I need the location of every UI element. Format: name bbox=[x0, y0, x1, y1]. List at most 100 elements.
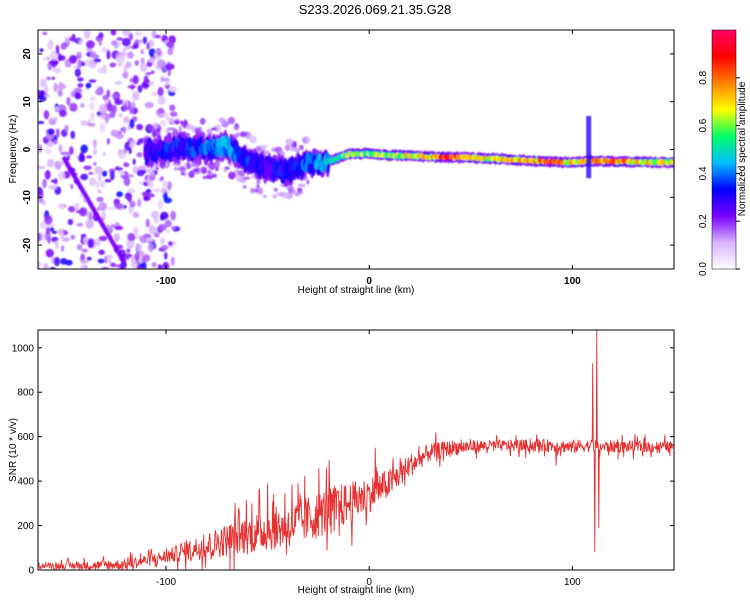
noise-speckle bbox=[165, 78, 170, 87]
colorbar-ticks: 0.0 0.2 0.4 0.6 0.8 bbox=[698, 70, 740, 276]
noise-speckle bbox=[145, 189, 152, 193]
noise-speckle bbox=[164, 219, 172, 228]
noise-speckle bbox=[116, 191, 123, 198]
ridge-scatter bbox=[263, 150, 271, 155]
noise-speckle bbox=[62, 237, 70, 242]
noise-speckle bbox=[40, 78, 48, 82]
noise-speckle bbox=[98, 235, 108, 242]
noise-speckle bbox=[156, 59, 166, 69]
noise-speckle bbox=[44, 84, 49, 94]
noise-speckle bbox=[142, 36, 148, 45]
noise-speckle bbox=[125, 61, 132, 69]
noise-speckle bbox=[141, 261, 147, 269]
ridge-scatter bbox=[210, 127, 218, 131]
noise-speckle bbox=[160, 211, 169, 220]
colorbar: 0.0 0.2 0.4 0.6 0.8 Normalized spectral ampl… bbox=[698, 29, 748, 276]
noise-speckle bbox=[139, 235, 148, 244]
ridge-scatter bbox=[249, 135, 257, 144]
snr-x-label: Height of straight line (km) bbox=[298, 585, 415, 596]
noise-speckle bbox=[77, 59, 82, 70]
noise-speckle bbox=[172, 241, 177, 245]
noise-speckle bbox=[46, 56, 50, 61]
ridge-scatter bbox=[257, 187, 264, 195]
noise-speckle bbox=[90, 51, 97, 59]
noise-speckle bbox=[159, 120, 167, 127]
noise-speckle bbox=[155, 166, 159, 171]
noise-speckle bbox=[87, 238, 94, 249]
y-tick-label: 600 bbox=[17, 432, 34, 443]
spectrogram-x-ticks: -100 0 100 bbox=[156, 30, 581, 287]
noise-speckle bbox=[77, 83, 84, 88]
noise-speckle bbox=[124, 256, 130, 260]
ridge-scatter bbox=[183, 119, 188, 128]
noise-speckle bbox=[94, 166, 104, 175]
noise-speckle bbox=[96, 196, 104, 203]
ridge-scatter bbox=[173, 167, 179, 171]
noise-speckle bbox=[69, 102, 78, 112]
noise-speckle bbox=[153, 188, 161, 193]
noise-speckle bbox=[122, 71, 129, 79]
x-tick-label: 0 bbox=[366, 577, 372, 588]
noise-speckle bbox=[157, 95, 166, 106]
ridge-scatter bbox=[155, 163, 159, 168]
noise-speckle bbox=[129, 200, 136, 208]
noise-speckle bbox=[67, 206, 76, 213]
noise-speckle bbox=[80, 102, 85, 108]
ridge-scatter bbox=[260, 144, 268, 149]
noise-speckle bbox=[85, 219, 94, 229]
noise-speckle bbox=[112, 104, 117, 114]
ridge-band bbox=[143, 129, 674, 188]
noise-speckle bbox=[106, 89, 111, 98]
noise-speckle bbox=[70, 90, 76, 98]
x-tick-label: 100 bbox=[564, 276, 581, 287]
ridge-scatter bbox=[239, 170, 246, 177]
noise-speckle bbox=[119, 266, 125, 269]
noise-speckle bbox=[58, 82, 65, 90]
noise-speckle bbox=[118, 112, 123, 118]
noise-speckle bbox=[146, 42, 150, 50]
y-tick-label: -20 bbox=[22, 237, 33, 252]
colorbar-tick-label: 0.0 bbox=[698, 262, 709, 276]
noise-speckle bbox=[58, 144, 63, 153]
snr-panel: -100 0 100 0 200 400 600 800 1000 Height of str… bbox=[8, 329, 675, 596]
noise-speckle bbox=[146, 62, 153, 67]
noise-speckle bbox=[85, 82, 92, 89]
noise-speckle bbox=[167, 48, 174, 56]
noise-speckle bbox=[101, 266, 109, 269]
noise-speckle bbox=[132, 75, 139, 85]
ridge-scatter bbox=[221, 120, 225, 124]
noise-speckle bbox=[64, 124, 69, 133]
noise-speckle bbox=[97, 189, 102, 194]
ridge-scatter bbox=[290, 147, 297, 152]
ridge-scatter bbox=[233, 125, 238, 131]
noise-speckle bbox=[163, 252, 168, 260]
noise-speckle bbox=[114, 81, 123, 85]
colorbar-tick-label: 0.6 bbox=[698, 118, 709, 132]
noise-speckle bbox=[88, 171, 94, 175]
noise-speckle bbox=[53, 178, 58, 185]
ridge-scatter bbox=[250, 187, 255, 194]
noise-speckle bbox=[53, 117, 58, 121]
ridge-scatter bbox=[223, 168, 228, 173]
noise-speckle bbox=[39, 48, 44, 53]
x-tick-label: -100 bbox=[156, 577, 176, 588]
noise-speckle bbox=[123, 103, 128, 112]
ridge-scatter bbox=[239, 131, 248, 137]
noise-speckle bbox=[130, 101, 136, 109]
noise-speckle bbox=[70, 183, 74, 190]
noise-speckle bbox=[45, 248, 54, 258]
noise-speckle bbox=[127, 174, 135, 178]
noise-speckle bbox=[54, 240, 59, 249]
noise-speckle bbox=[169, 111, 178, 117]
ridge-scatter bbox=[192, 168, 200, 173]
noise-speckle bbox=[145, 237, 154, 242]
spectrogram-x-label: Height of straight line (km) bbox=[298, 285, 415, 296]
noise-speckle bbox=[157, 86, 164, 97]
ridge-scatter bbox=[153, 122, 158, 130]
ridge-scatter bbox=[174, 120, 180, 125]
noise-speckle bbox=[106, 49, 111, 60]
ridge-scatter bbox=[180, 120, 184, 125]
noise-speckle bbox=[56, 128, 60, 138]
noise-speckle bbox=[109, 62, 116, 68]
y-tick-label: 0 bbox=[22, 146, 33, 152]
